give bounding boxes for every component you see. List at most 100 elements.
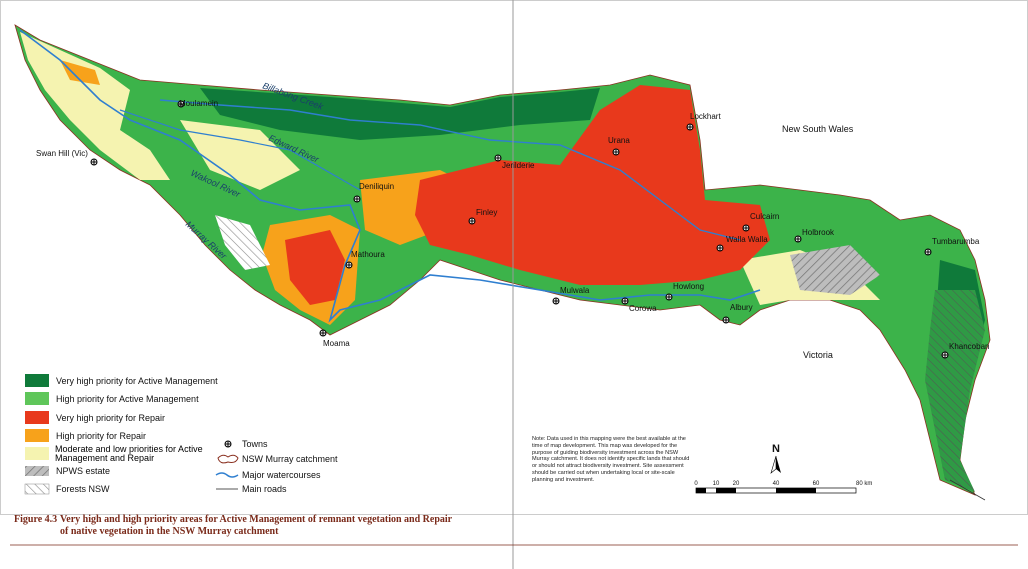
town-symbol xyxy=(224,440,232,448)
forest-hatch xyxy=(925,290,985,492)
town-marker xyxy=(941,351,949,359)
catchment-symbol xyxy=(217,454,239,464)
north-arrow: N xyxy=(770,443,781,474)
town-marker xyxy=(924,248,932,256)
town-symbol xyxy=(613,149,619,155)
town-symbol xyxy=(354,196,360,202)
town-symbol xyxy=(717,245,723,251)
moderate-area xyxy=(180,120,300,190)
forest-hatch xyxy=(215,215,270,270)
scale-label: 80 km xyxy=(856,481,872,487)
town-marker xyxy=(716,244,724,252)
legend-label: Moderate and low priorities for Active M… xyxy=(55,445,203,463)
town-label: Moulamein xyxy=(179,99,218,108)
legend-swatch xyxy=(25,447,49,460)
figure-title: Very high and high priority areas for Ac… xyxy=(60,514,452,537)
town-label: Swan Hill (Vic) xyxy=(36,149,88,158)
town-marker xyxy=(794,235,802,243)
town-marker xyxy=(722,316,730,324)
town-symbol xyxy=(495,155,501,161)
scale-label: 60 xyxy=(813,481,820,487)
dark-green-area xyxy=(200,88,600,140)
scale-label: 10 xyxy=(713,481,720,487)
legend: Very high priority for Active Management… xyxy=(24,374,338,495)
moderate-area xyxy=(20,32,170,180)
town-label: Moama xyxy=(323,339,350,348)
town-marker xyxy=(621,297,629,305)
town-marker xyxy=(353,195,361,203)
towns: Moulamein Swan Hill (Vic) Deniliquin Jerild… xyxy=(36,99,989,359)
river xyxy=(119,109,361,191)
town-label: Mathoura xyxy=(351,250,385,259)
scale-label: 20 xyxy=(733,481,740,487)
town-marker xyxy=(90,158,98,166)
town-label: Albury xyxy=(730,303,753,312)
town-marker xyxy=(494,154,502,162)
legend-label: Major watercourses xyxy=(242,470,321,480)
town-marker xyxy=(177,100,185,108)
north-label: N xyxy=(772,443,780,455)
town-symbol xyxy=(346,262,352,268)
river xyxy=(159,99,741,241)
red-area xyxy=(415,85,770,285)
town-label: Corowa xyxy=(629,304,657,313)
scale-label: 0 xyxy=(694,481,698,487)
legend-label: Main roads xyxy=(242,484,287,494)
legend-label: Very high priority for Repair xyxy=(56,413,165,423)
figure-caption: Figure 4.3 Very high and high priority ar… xyxy=(14,514,484,538)
town-symbol xyxy=(320,330,326,336)
town-label: Culcairn xyxy=(750,212,779,221)
town-symbol xyxy=(723,317,729,323)
town-marker xyxy=(345,261,353,269)
town-symbol xyxy=(178,101,184,107)
town-label: Walla Walla xyxy=(726,235,768,244)
legend-label: Very high priority for Active Management xyxy=(56,376,218,386)
town-symbol xyxy=(687,124,693,130)
legend-label: High priority for Repair xyxy=(56,431,146,441)
town-label: Holbrook xyxy=(802,228,835,237)
region-label: New South Wales xyxy=(782,124,854,134)
watercourse-symbol xyxy=(215,472,239,478)
figure-number: Figure 4.3 xyxy=(14,514,58,525)
town-marker xyxy=(742,224,750,232)
town-marker xyxy=(319,329,327,337)
town-label: Jerilderie xyxy=(502,161,535,170)
town-label: Urana xyxy=(608,136,630,145)
town-symbol xyxy=(553,298,559,304)
legend-label: Forests NSW xyxy=(56,484,110,494)
town-marker xyxy=(468,217,476,225)
town-symbol xyxy=(942,352,948,358)
town-symbol xyxy=(91,159,97,165)
legend-label: NSW Murray catchment xyxy=(242,454,338,464)
orange-area xyxy=(60,60,100,85)
town-symbol xyxy=(925,249,931,255)
legend-swatch xyxy=(25,466,49,476)
town-symbol xyxy=(469,218,475,224)
legend-label: Towns xyxy=(242,439,268,449)
legend-swatch xyxy=(25,374,49,387)
town-label: Mulwala xyxy=(560,286,590,295)
map xyxy=(14,0,991,569)
leader-line xyxy=(949,479,986,501)
town-marker xyxy=(665,293,673,301)
town-marker xyxy=(552,297,560,305)
legend-label: High priority for Active Management xyxy=(56,394,199,404)
npws-hatch xyxy=(790,245,880,295)
town-label: Finley xyxy=(476,208,497,217)
legend-swatch xyxy=(25,429,49,442)
legend-swatch xyxy=(24,483,50,495)
town-symbol xyxy=(795,236,801,242)
town-symbol xyxy=(666,294,672,300)
town-label: Khancoban xyxy=(949,342,989,351)
town-symbol xyxy=(622,298,628,304)
town-label: Tumbarumba xyxy=(932,237,980,246)
legend-label: NPWS estate xyxy=(56,466,110,476)
town-marker xyxy=(612,148,620,156)
scale-bar: 0 10 20 40 60 80 km xyxy=(694,481,872,494)
town-symbol xyxy=(743,225,749,231)
town-label: Lockhart xyxy=(690,112,721,121)
town-label: Howlong xyxy=(673,282,704,291)
red-area xyxy=(285,230,345,305)
